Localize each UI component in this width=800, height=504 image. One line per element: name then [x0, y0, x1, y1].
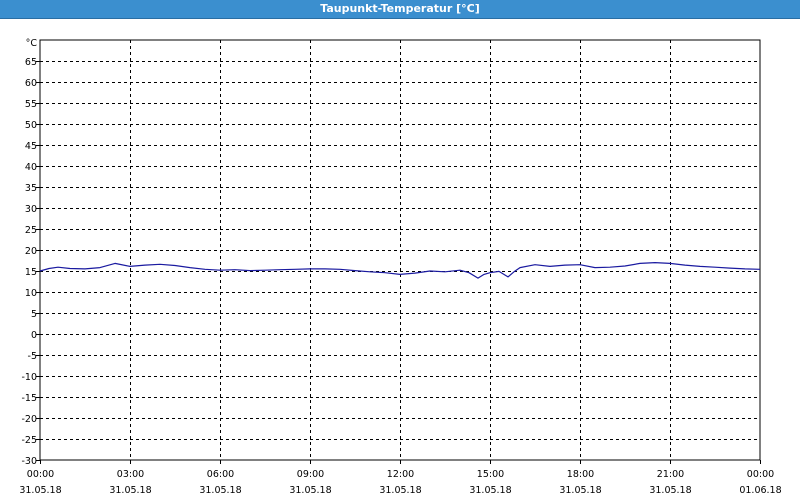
- x-tick-time-label: 00:00: [747, 469, 774, 480]
- x-tick-time-label: 15:00: [477, 469, 504, 480]
- dew-point-series-line: [39, 262, 761, 279]
- y-tick-label: -20: [21, 414, 37, 425]
- y-tick-label: 40: [25, 162, 37, 173]
- y-tick-label: 25: [25, 225, 37, 236]
- x-tick-time-label: 18:00: [567, 469, 594, 480]
- x-tick-date-label: 31.05.18: [379, 485, 421, 496]
- y-axis-unit-label: °C: [26, 38, 38, 49]
- x-tick-time-label: 21:00: [657, 469, 684, 480]
- chart-area: 65 60 55 50 45 40 35 30 25 20 15 10 5 0 -5 -10 -15 -20 -25…: [0, 19, 800, 500]
- y-tick-label: 35: [25, 183, 37, 194]
- x-tick-date-label: 31.05.18: [649, 485, 691, 496]
- y-tick-label: -5: [28, 351, 37, 362]
- chart-title: Taupunkt-Temperatur [°C]: [0, 0, 800, 19]
- y-tick-label: -25: [21, 435, 37, 446]
- x-tick-time-label: 06:00: [207, 469, 234, 480]
- x-tick-date-label: 31.05.18: [199, 485, 241, 496]
- x-tick-time-label: 09:00: [297, 469, 324, 480]
- y-tick-label: 0: [31, 330, 37, 341]
- y-tick-label: 20: [25, 246, 37, 257]
- x-tick-date-label: 31.05.18: [109, 485, 151, 496]
- y-tick-label: -15: [21, 393, 37, 404]
- x-tick-time-label: 12:00: [387, 469, 414, 480]
- y-tick-label: -30: [21, 456, 37, 467]
- x-tick-date-label: 01.06.18: [739, 485, 781, 496]
- x-tick-date-label: 31.05.18: [289, 485, 331, 496]
- y-tick-label: 15: [25, 267, 37, 278]
- x-tick-date-label: 31.05.18: [559, 485, 601, 496]
- y-tick-label: 45: [25, 141, 37, 152]
- y-tick-label: -10: [21, 372, 37, 383]
- x-tick-date-label: 31.05.18: [19, 485, 61, 496]
- y-tick-label: 65: [25, 57, 37, 68]
- y-tick-label: 50: [25, 120, 37, 131]
- x-tick-time-label: 03:00: [117, 469, 144, 480]
- dew-point-chart: 65605550454035302520151050-5-10-15-20-25…: [19, 38, 781, 496]
- y-tick-label: 55: [25, 99, 37, 110]
- x-tick-time-label: 00:00: [27, 469, 54, 480]
- y-tick-label: 10: [25, 288, 37, 299]
- y-tick-label: 30: [25, 204, 37, 215]
- y-tick-label: 60: [25, 78, 37, 89]
- x-tick-date-label: 31.05.18: [469, 485, 511, 496]
- y-tick-label: 5: [31, 309, 37, 320]
